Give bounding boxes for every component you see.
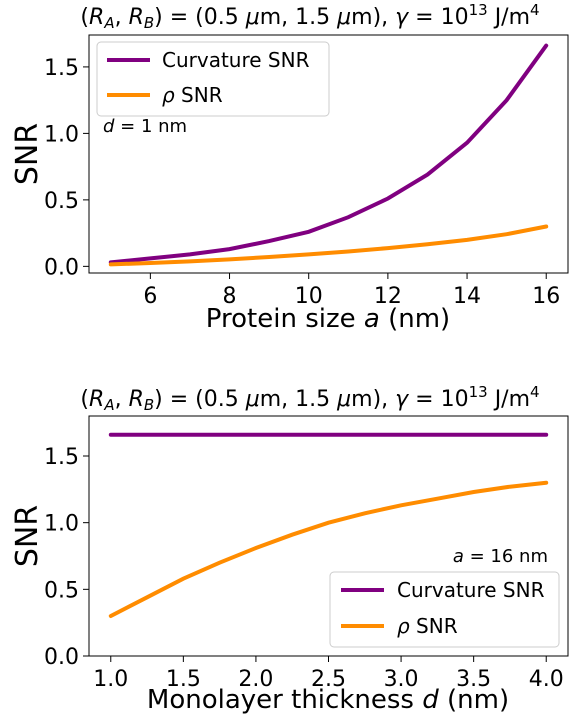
bottom-legend-box bbox=[329, 571, 560, 648]
bottom-y-tick-label: 1.0 bbox=[44, 512, 79, 537]
bottom-x-tick-label: 1.5 bbox=[166, 667, 201, 692]
bottom-y-tick-label: 0.5 bbox=[44, 578, 79, 603]
bottom-x-tick-label: 2.0 bbox=[238, 667, 273, 692]
bottom-x-tick-label: 2.5 bbox=[311, 667, 346, 692]
bottom-legend-label-curvature: Curvature SNR bbox=[397, 578, 545, 602]
bottom-y-label: SNR bbox=[10, 505, 45, 567]
bottom-y-tick-label: 1.5 bbox=[44, 445, 79, 470]
top-x-axis: 6 8 10 12 14 16 bbox=[143, 273, 560, 309]
bottom-y-tick-label: 0.0 bbox=[44, 645, 79, 670]
bottom-chart: (RA, RB) = (0.5 μm, 1.5 μm), γ = 1013 J/… bbox=[10, 383, 569, 715]
top-y-tick-label: 0.0 bbox=[44, 255, 79, 280]
top-y-axis: 0.0 0.5 1.0 1.5 bbox=[44, 56, 89, 280]
bottom-y-axis: 0.0 0.5 1.0 1.5 bbox=[44, 445, 89, 670]
bottom-chart-title: (RA, RB) = (0.5 μm, 1.5 μm), γ = 1013 J/… bbox=[80, 383, 539, 414]
top-x-tick-label: 14 bbox=[453, 284, 481, 309]
top-x-label: Protein size a (nm) bbox=[206, 304, 450, 334]
bottom-x-tick-label: 1.0 bbox=[93, 667, 128, 692]
bottom-rho-snr-line bbox=[108, 480, 549, 618]
top-x-tick-label: 10 bbox=[295, 284, 323, 309]
bottom-x-tick-label: 3.0 bbox=[384, 667, 419, 692]
top-annotation: d = 1 nm bbox=[103, 116, 187, 137]
top-y-tick-label: 0.5 bbox=[44, 189, 79, 214]
bottom-x-axis: 1.0 1.5 2.0 2.5 3.0 3.5 4.0 bbox=[93, 656, 564, 692]
bottom-legend: Curvature SNR ρ SNR bbox=[329, 571, 560, 648]
top-legend-label-curvature: Curvature SNR bbox=[162, 48, 310, 72]
top-legend-box bbox=[96, 41, 330, 117]
top-y-tick-label: 1.0 bbox=[44, 122, 79, 147]
top-x-tick-label: 6 bbox=[143, 284, 157, 309]
top-y-tick-label: 1.5 bbox=[44, 56, 79, 81]
top-x-tick-label: 12 bbox=[374, 284, 402, 309]
bottom-x-tick-label: 4.0 bbox=[529, 667, 564, 692]
top-rho-snr-line bbox=[108, 224, 549, 267]
top-curvature-snr-line bbox=[108, 43, 549, 265]
top-chart-title: (RA, RB) = (0.5 μm, 1.5 μm), γ = 1013 J/… bbox=[80, 1, 539, 32]
top-chart: (RA, RB) = (0.5 μm, 1.5 μm), γ = 1013 J/… bbox=[10, 1, 569, 334]
top-legend: Curvature SNR ρ SNR bbox=[96, 41, 330, 117]
top-x-tick-label: 8 bbox=[223, 284, 237, 309]
top-x-tick-label: 16 bbox=[532, 284, 560, 309]
top-y-label: SNR bbox=[10, 123, 45, 185]
bottom-legend-label-rho: ρ SNR bbox=[397, 614, 458, 638]
top-legend-label-rho: ρ SNR bbox=[162, 83, 223, 107]
top-plot-frame bbox=[88, 34, 569, 274]
bottom-x-label: Monolayer thickness d (nm) bbox=[147, 685, 509, 715]
bottom-x-tick-label: 3.5 bbox=[456, 667, 491, 692]
bottom-annotation: a = 16 nm bbox=[453, 546, 548, 567]
